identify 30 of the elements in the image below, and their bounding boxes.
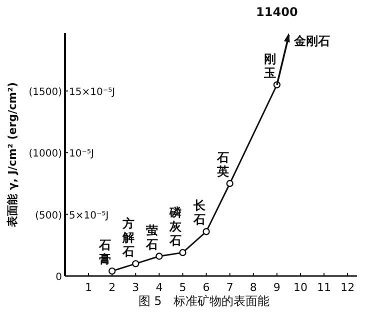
- annotation: 萤石: [145, 223, 158, 252]
- x-tick-label: 10: [293, 281, 308, 294]
- x-tick-label: 11: [317, 281, 332, 294]
- y-axis-title: 表面能 γ, J/cm² (erg/cm²): [6, 82, 19, 228]
- annotation: 石膏: [98, 238, 112, 266]
- x-tick-label: 7: [226, 281, 234, 294]
- y-tick-label: (500): [35, 210, 62, 222]
- x-tick-label: 5: [179, 281, 186, 294]
- x-tick-label: 1: [85, 281, 92, 294]
- y-tick-label: (1500): [28, 86, 62, 98]
- text: 图 5 标准矿物的表面能: [138, 294, 270, 308]
- y-tick-label: (1000): [28, 148, 62, 160]
- annotation: 磷灰石: [168, 206, 183, 248]
- x-tick-label: 12: [340, 281, 355, 294]
- y-tick-label: 0: [56, 272, 62, 283]
- annotation: 长石: [192, 198, 206, 227]
- text: 11400: [256, 5, 298, 19]
- x-tick-label: 4: [156, 281, 163, 294]
- annotation: 10⁻⁵J: [69, 148, 94, 160]
- x-tick-label: 9: [273, 281, 280, 294]
- annotation: 石英: [216, 150, 229, 178]
- x-tick-label: 2: [108, 281, 116, 294]
- x-tick-label: 3: [132, 281, 140, 294]
- x-tick-label: 6: [202, 281, 210, 294]
- annotation: 金刚石: [292, 34, 330, 48]
- annotation: 刚玉: [262, 52, 276, 80]
- x-tick-label: 8: [250, 281, 257, 294]
- annotation: 15×10⁻⁵J: [69, 86, 116, 98]
- annotation: 5×10⁻⁵J: [69, 210, 109, 222]
- annotation: 方解石: [122, 216, 135, 259]
